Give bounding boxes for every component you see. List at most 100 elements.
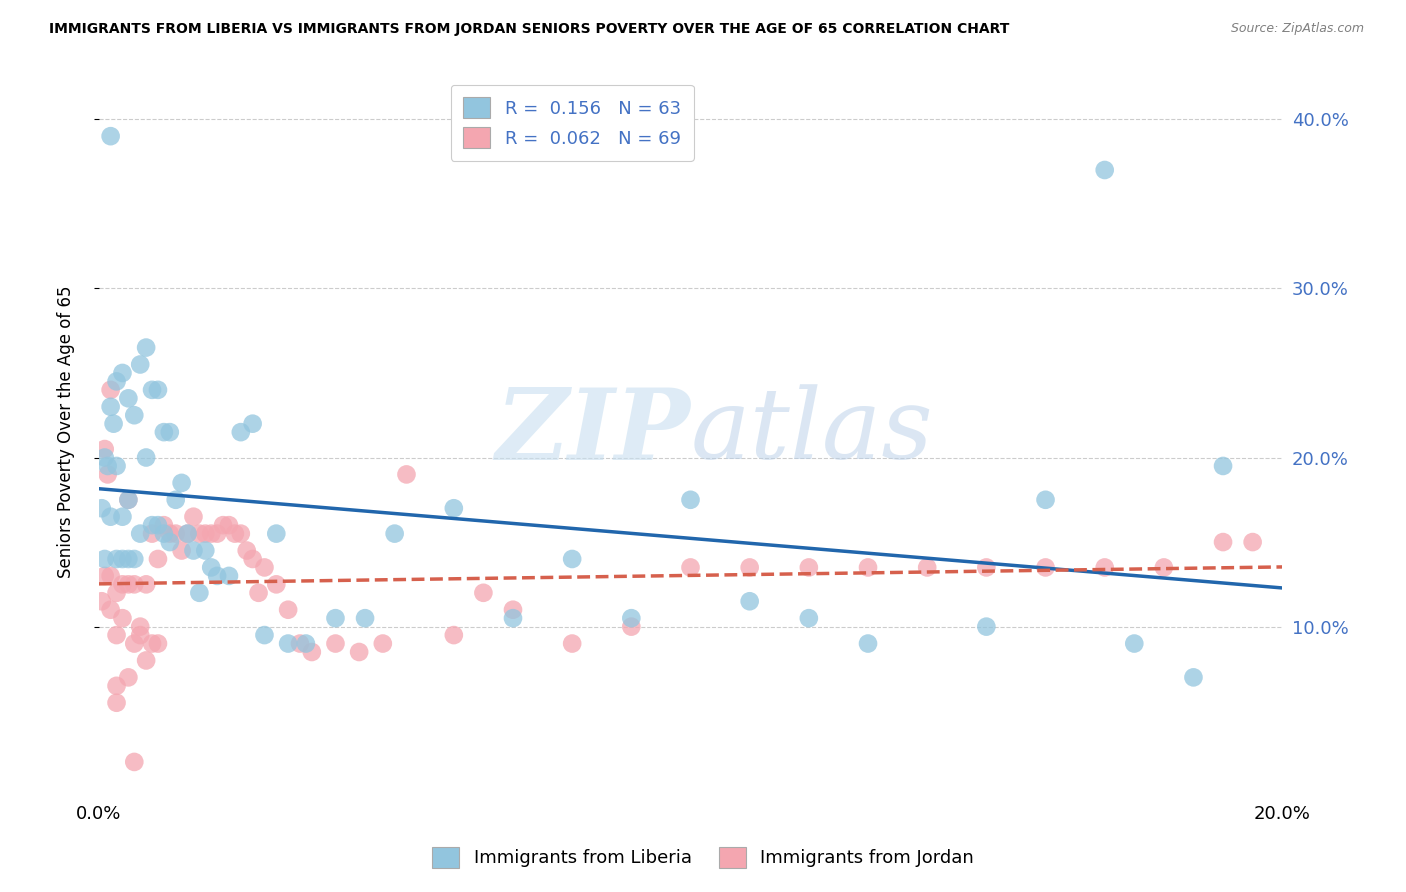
Point — [229, 425, 252, 439]
Point — [135, 450, 157, 465]
Point — [117, 392, 139, 406]
Point — [100, 509, 122, 524]
Point — [159, 535, 181, 549]
Point — [1182, 670, 1205, 684]
Point — [117, 492, 139, 507]
Point — [111, 366, 134, 380]
Point — [288, 636, 311, 650]
Point — [915, 560, 938, 574]
Point — [224, 526, 246, 541]
Point — [218, 569, 240, 583]
Point — [738, 594, 761, 608]
Point — [117, 492, 139, 507]
Point — [129, 526, 152, 541]
Point — [105, 586, 128, 600]
Point — [124, 755, 146, 769]
Point — [111, 552, 134, 566]
Point — [90, 594, 112, 608]
Point — [976, 560, 998, 574]
Point — [295, 636, 318, 650]
Point — [90, 501, 112, 516]
Point — [188, 586, 211, 600]
Point — [472, 586, 495, 600]
Point — [183, 509, 205, 524]
Point — [277, 603, 299, 617]
Point — [738, 560, 761, 574]
Point — [165, 526, 187, 541]
Point — [1035, 492, 1057, 507]
Point — [124, 552, 146, 566]
Point — [561, 552, 583, 566]
Point — [242, 417, 264, 431]
Point — [183, 543, 205, 558]
Point — [1123, 636, 1146, 650]
Point — [384, 526, 406, 541]
Point — [277, 636, 299, 650]
Point — [856, 636, 879, 650]
Point — [100, 569, 122, 583]
Point — [176, 526, 198, 541]
Point — [212, 518, 235, 533]
Point — [1212, 535, 1234, 549]
Point — [188, 526, 211, 541]
Point — [135, 341, 157, 355]
Legend: R =  0.156   N = 63, R =  0.062   N = 69: R = 0.156 N = 63, R = 0.062 N = 69 — [451, 85, 693, 161]
Point — [129, 358, 152, 372]
Point — [561, 636, 583, 650]
Text: Source: ZipAtlas.com: Source: ZipAtlas.com — [1230, 22, 1364, 36]
Point — [797, 611, 820, 625]
Point — [247, 586, 270, 600]
Point — [797, 560, 820, 574]
Point — [117, 552, 139, 566]
Point — [93, 442, 115, 456]
Point — [443, 501, 465, 516]
Point — [93, 569, 115, 583]
Point — [620, 611, 643, 625]
Point — [100, 603, 122, 617]
Point — [176, 526, 198, 541]
Point — [502, 611, 524, 625]
Point — [124, 577, 146, 591]
Point — [146, 636, 169, 650]
Point — [194, 543, 217, 558]
Point — [105, 628, 128, 642]
Point — [253, 628, 276, 642]
Point — [153, 425, 176, 439]
Point — [100, 383, 122, 397]
Point — [117, 670, 139, 684]
Point — [347, 645, 370, 659]
Point — [129, 628, 152, 642]
Point — [1094, 163, 1116, 178]
Point — [141, 383, 163, 397]
Point — [395, 467, 418, 482]
Point — [146, 383, 169, 397]
Point — [679, 492, 702, 507]
Point — [371, 636, 394, 650]
Point — [103, 417, 125, 431]
Point — [105, 375, 128, 389]
Point — [1094, 560, 1116, 574]
Point — [93, 552, 115, 566]
Point — [242, 552, 264, 566]
Point — [1035, 560, 1057, 574]
Legend: Immigrants from Liberia, Immigrants from Jordan: Immigrants from Liberia, Immigrants from… — [422, 836, 984, 879]
Point — [141, 636, 163, 650]
Point — [141, 526, 163, 541]
Point — [111, 611, 134, 625]
Point — [97, 467, 120, 482]
Text: IMMIGRANTS FROM LIBERIA VS IMMIGRANTS FROM JORDAN SENIORS POVERTY OVER THE AGE O: IMMIGRANTS FROM LIBERIA VS IMMIGRANTS FR… — [49, 22, 1010, 37]
Point — [111, 509, 134, 524]
Point — [235, 543, 257, 558]
Point — [266, 526, 288, 541]
Point — [153, 526, 176, 541]
Point — [153, 518, 176, 533]
Point — [856, 560, 879, 574]
Point — [502, 603, 524, 617]
Point — [170, 475, 193, 490]
Point — [976, 620, 998, 634]
Point — [105, 458, 128, 473]
Point — [205, 526, 228, 541]
Point — [229, 526, 252, 541]
Point — [253, 560, 276, 574]
Point — [111, 577, 134, 591]
